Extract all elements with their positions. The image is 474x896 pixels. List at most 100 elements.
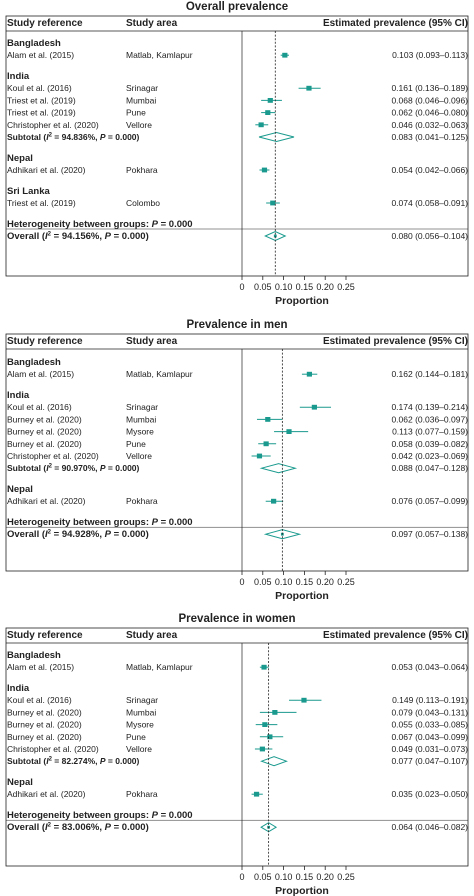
overall-label: Overall (I2 = 83.006%, P = 0.000): [7, 822, 149, 833]
p-symbol: P: [105, 529, 112, 540]
point-estimate: [267, 98, 273, 103]
label-text: = 0.000): [111, 529, 149, 540]
x-tick-label: 0.20: [316, 577, 334, 587]
pooled-center: [273, 234, 277, 238]
study-area: Mysore: [126, 427, 154, 437]
header-study-area: Study area: [126, 18, 178, 29]
estimate-ci: 0.062 (0.036–0.097): [391, 414, 468, 424]
p-symbol: P: [152, 810, 159, 821]
x-tick-label: 0.25: [337, 577, 355, 587]
estimate-ci: 0.067 (0.043–0.099): [391, 732, 468, 742]
i-squared-symbol: I: [45, 231, 48, 242]
label-text: = 94.928%,: [51, 529, 105, 540]
i-squared-symbol: I: [45, 529, 48, 540]
header-estimated-prevalence: Estimated prevalence (95% CI): [323, 336, 468, 347]
point-estimate: [271, 498, 277, 504]
heterogeneity-label: Heterogeneity between groups: P = 0.000: [7, 810, 193, 821]
point-estimate: [261, 664, 267, 670]
superscript: 2: [48, 530, 52, 536]
study-area: Matlab, Kamlapur: [126, 50, 193, 60]
study-reference: Koul et al. (2016): [7, 83, 72, 93]
overall-estimate-ci: 0.064 (0.046–0.082): [391, 822, 468, 832]
study-area: Matlab, Kamlapur: [126, 662, 193, 672]
label-text: = 90.970%,: [52, 463, 100, 473]
heterogeneity-label: Heterogeneity between groups: P = 0.000: [7, 219, 193, 230]
subtotal-label: Subtotal (I2 = 94.836%, P = 0.000): [7, 132, 140, 142]
label-text: = 0.000: [158, 219, 193, 230]
x-tick-label: 0.15: [296, 577, 314, 587]
header-study-reference: Study reference: [7, 630, 83, 641]
label-text: = 0.000): [106, 132, 140, 142]
panel-title: Prevalence in men: [187, 319, 288, 331]
point-estimate: [306, 371, 312, 377]
x-axis-label: Proportion: [275, 590, 329, 602]
label-text: = 0.000): [111, 822, 149, 833]
subtotal-estimate-ci: 0.077 (0.047–0.107): [391, 756, 468, 766]
label-text: Heterogeneity between groups:: [7, 517, 152, 528]
p-symbol: P: [152, 219, 159, 230]
x-tick-label: 0.20: [316, 282, 334, 292]
i-squared-symbol: I: [46, 463, 49, 473]
overall-label: Overall (I2 = 94.156%, P = 0.000): [7, 231, 149, 242]
study-area: Mumbai: [126, 707, 156, 717]
i-squared-symbol: I: [45, 822, 48, 833]
estimate-ci: 0.074 (0.058–0.091): [391, 198, 468, 208]
point-estimate: [306, 85, 312, 91]
study-area: Vellore: [126, 451, 152, 461]
study-reference: Christopher et al. (2020): [7, 120, 99, 130]
study-reference: Burney et al. (2020): [7, 707, 82, 717]
label-text: Subtotal (: [7, 756, 46, 766]
estimate-ci: 0.049 (0.031–0.073): [391, 744, 468, 754]
estimate-ci: 0.062 (0.046–0.080): [391, 108, 468, 118]
study-reference: Triest et al. (2019): [7, 95, 76, 105]
study-area: Vellore: [126, 744, 152, 754]
study-reference: Burney et al. (2020): [7, 439, 82, 449]
x-axis-label: Proportion: [275, 885, 329, 896]
x-tick-label: 0.25: [337, 872, 355, 882]
x-tick-label: 0.10: [275, 577, 293, 587]
subtotal-estimate-ci: 0.088 (0.047–0.128): [391, 463, 468, 473]
subtotal-estimate-ci: 0.083 (0.041–0.125): [391, 132, 468, 142]
panel-frame: [5, 15, 469, 277]
x-tick-label: 0.15: [296, 282, 314, 292]
panel-frame: [5, 333, 469, 572]
superscript: 2: [49, 133, 53, 139]
group-label: India: [7, 390, 30, 401]
estimate-ci: 0.174 (0.139–0.214): [391, 402, 468, 412]
estimate-ci: 0.103 (0.093–0.113): [392, 50, 468, 60]
x-tick-label: 0.10: [275, 872, 293, 882]
point-estimate: [272, 710, 278, 715]
point-estimate: [261, 167, 268, 173]
label-text: = 94.156%,: [51, 231, 105, 242]
label-text: = 0.000: [158, 517, 193, 528]
study-reference: Christopher et al. (2020): [7, 744, 99, 754]
study-area: Pokhara: [126, 496, 158, 506]
label-text: = 0.000: [158, 810, 193, 821]
estimate-ci: 0.076 (0.057–0.099): [391, 496, 468, 506]
group-label: Sri Lanka: [7, 186, 50, 197]
subtotal-label: Subtotal (I2 = 90.970%, P = 0.000): [7, 463, 140, 473]
label-text: Subtotal (: [7, 132, 46, 142]
point-estimate: [265, 110, 271, 115]
study-reference: Burney et al. (2020): [7, 414, 82, 424]
header-study-reference: Study reference: [7, 18, 83, 29]
study-reference: Koul et al. (2016): [7, 402, 72, 412]
study-reference: Alam et al. (2015): [7, 369, 74, 379]
group-label: Nepal: [7, 153, 33, 164]
estimate-ci: 0.035 (0.023–0.050): [391, 789, 468, 799]
p-symbol: P: [100, 132, 106, 142]
pooled-diamond: [260, 756, 288, 767]
study-area: Pune: [126, 732, 146, 742]
study-reference: Alam et al. (2015): [7, 50, 74, 60]
panel-title: Overall prevalence: [186, 1, 288, 13]
group-label: India: [7, 71, 30, 82]
label-text: = 82.274%,: [52, 756, 100, 766]
panel-title: Prevalence in women: [179, 613, 296, 625]
point-estimate: [265, 417, 271, 422]
x-tick-label: 0: [239, 577, 244, 587]
estimate-ci: 0.046 (0.032–0.063): [391, 120, 468, 130]
study-area: Pokhara: [126, 789, 158, 799]
point-estimate: [253, 791, 260, 797]
x-tick-label: 0.15: [296, 872, 314, 882]
